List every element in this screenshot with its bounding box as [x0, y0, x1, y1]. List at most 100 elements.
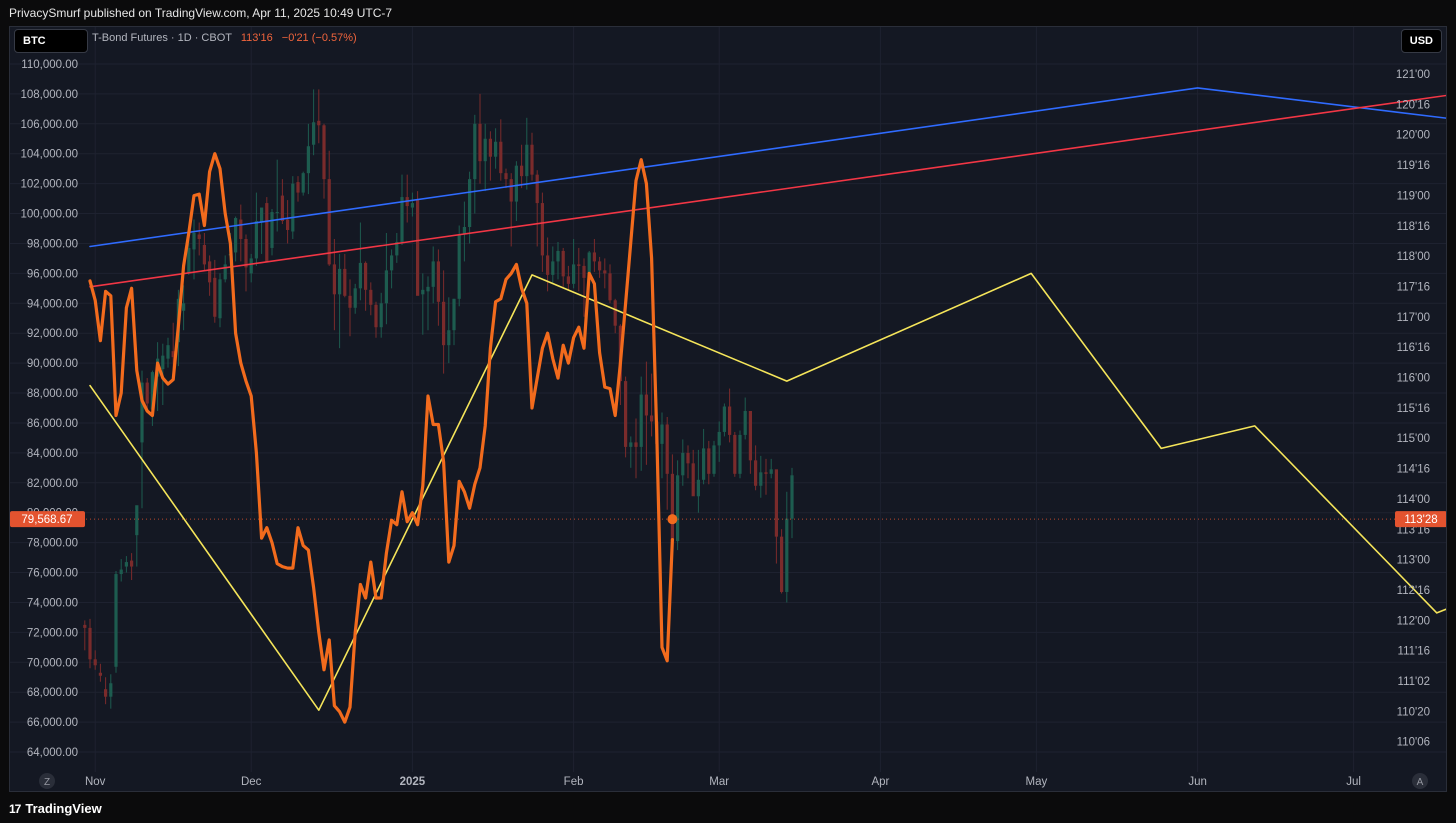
right-axis-tick-label: 120'00 — [1396, 130, 1430, 142]
candle-body — [223, 264, 227, 280]
left-axis-tick-label: 92,000.00 — [27, 328, 78, 340]
tradingview-logo-icon: 17 — [9, 802, 21, 816]
candle-body — [150, 372, 154, 410]
candle-body — [748, 410, 752, 461]
candle-body — [644, 394, 648, 416]
left-axis-tick-label: 64,000.00 — [27, 747, 78, 759]
candle-body — [166, 345, 170, 359]
right-axis-tick-label: 116'00 — [1397, 373, 1430, 385]
candle-body — [769, 469, 773, 474]
candle-body — [234, 218, 238, 253]
symbol-button[interactable]: BTC — [14, 29, 88, 53]
currency-button[interactable]: USD — [1400, 29, 1442, 53]
left-axis-tick-label: 66,000.00 — [27, 717, 78, 729]
candle-body — [390, 255, 394, 271]
candle-body — [161, 355, 165, 370]
right-axis-tick-label: 114'00 — [1397, 494, 1430, 506]
legend-instrument: T-Bond Futures · 1D · CBOT — [92, 32, 232, 44]
candle-body — [327, 179, 331, 265]
candle-body — [759, 472, 763, 486]
right-axis-tick-label: 120'16 — [1396, 99, 1430, 111]
publisher-line: PrivacySmurf published on TradingView.co… — [9, 6, 393, 20]
candle-body — [286, 219, 290, 230]
candle-body — [660, 424, 664, 444]
right-axis-tick-label: 121'00 — [1396, 69, 1430, 81]
x-axis-tick-label: May — [1026, 776, 1048, 788]
candle-body — [249, 258, 253, 274]
right-axis-tick-label: 113'00 — [1397, 555, 1430, 567]
right-axis-marker — [1412, 773, 1428, 789]
candle-body — [182, 303, 186, 311]
right-axis-tick-label: 115'16 — [1397, 403, 1430, 415]
candle-body — [754, 460, 758, 486]
candle-body — [395, 241, 399, 256]
candle-body — [426, 286, 430, 292]
candle-body — [187, 247, 191, 274]
candle-body — [306, 146, 310, 174]
candle-body — [665, 424, 669, 474]
left-axis-tick-label: 100,000.00 — [20, 209, 78, 221]
right-axis-tick-label: 112'16 — [1397, 585, 1430, 597]
left-axis-tick-label: 98,000.00 — [27, 238, 78, 250]
candle-body — [275, 212, 279, 214]
candle-body — [93, 659, 97, 666]
candle-body — [88, 627, 92, 660]
candle-body — [738, 434, 742, 474]
candle-body — [639, 394, 643, 447]
candle-body — [577, 264, 581, 266]
x-axis-tick-label: Feb — [564, 776, 584, 788]
x-axis-tick-label: Apr — [871, 776, 889, 788]
right-axis-tick-label: 110'06 — [1397, 737, 1430, 749]
candle-body — [135, 505, 139, 536]
candle-body — [582, 265, 586, 278]
candle-body — [192, 232, 196, 250]
candle-body — [280, 195, 284, 222]
candle-body — [780, 536, 784, 592]
left-price-tag-label: 79,568.67 — [21, 514, 72, 526]
chart-panel[interactable]: 110,000.00 108,000.00 106,000.00 104,000.00… — [9, 26, 1447, 792]
right-price-tag-label: 113'28 — [1404, 514, 1437, 526]
candle-body — [421, 289, 425, 295]
candle-body — [561, 250, 565, 277]
candle-body — [468, 179, 472, 228]
candle-body — [436, 261, 440, 302]
candle-body — [130, 560, 134, 567]
candle-body — [338, 268, 342, 295]
right-axis-marker-label: A — [1417, 777, 1424, 788]
candle-body — [145, 382, 149, 404]
left-axis-marker — [39, 773, 55, 789]
candle-body — [478, 123, 482, 162]
candle-body — [353, 288, 357, 308]
candle-body — [140, 382, 144, 443]
chart-canvas[interactable]: 110,000.00 108,000.00 106,000.00 104,000.00… — [10, 27, 1447, 792]
right-axis-tick-label: 117'00 — [1397, 312, 1430, 324]
candle-body — [676, 475, 680, 542]
last-price-dot — [667, 514, 678, 525]
candle-body — [244, 238, 248, 268]
candle-body — [364, 262, 368, 290]
candle-body — [410, 203, 414, 208]
x-axis-tick-label: Nov — [85, 776, 106, 788]
right-axis-tick-label: 115'00 — [1397, 433, 1430, 445]
candle-body — [239, 219, 243, 239]
tradingview-logo[interactable]: 17 TradingView — [9, 801, 102, 816]
candle-body — [348, 295, 352, 308]
candle-body — [535, 174, 539, 204]
left-axis-tick-label: 90,000.00 — [27, 358, 78, 370]
candle-body — [717, 431, 721, 446]
candle-body — [494, 141, 498, 157]
candle-body — [124, 562, 128, 567]
candle-body — [546, 255, 550, 275]
left-axis-tick-label: 104,000.00 — [20, 149, 78, 161]
left-axis-tick-label: 68,000.00 — [27, 687, 78, 699]
left-axis-tick-label: 76,000.00 — [27, 568, 78, 580]
left-axis-tick-label: 84,000.00 — [27, 448, 78, 460]
top-bar: PrivacySmurf published on TradingView.co… — [0, 0, 1456, 26]
candle-body — [722, 406, 726, 432]
candle-body — [384, 270, 388, 304]
candle-body — [218, 279, 222, 319]
candle-body — [702, 448, 706, 480]
candle-body — [98, 672, 102, 676]
red-trend-line — [89, 94, 1446, 288]
candle-body — [525, 144, 529, 177]
